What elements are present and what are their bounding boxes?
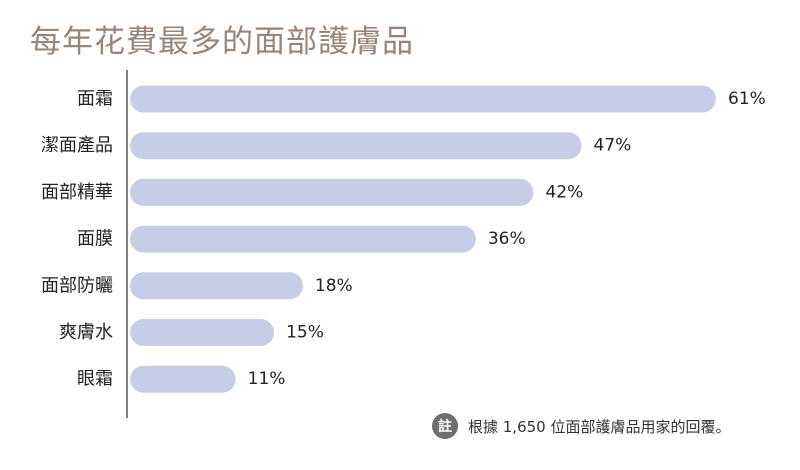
category-label-3: 面膜 xyxy=(77,229,113,250)
category-label-2: 面部精華 xyxy=(41,182,113,203)
note-badge: 註 xyxy=(432,413,458,439)
category-label-0: 面霜 xyxy=(77,89,113,110)
category-label-4: 面部防曬 xyxy=(41,275,113,296)
value-label-0: 61% xyxy=(728,89,766,109)
bar-5 xyxy=(130,319,275,346)
value-label-3: 36% xyxy=(488,229,526,249)
value-label-4: 18% xyxy=(315,276,353,296)
category-label-1: 潔面產品 xyxy=(41,135,113,156)
chart-title: 每年花費最多的面部護膚品 xyxy=(30,24,414,60)
note-text: 根據 1,650 位面部護膚品用家的回覆。 xyxy=(468,417,731,436)
footnote: 註 根據 1,650 位面部護膚品用家的回覆。 xyxy=(432,413,730,439)
bar-4 xyxy=(130,272,303,300)
bar-6 xyxy=(130,365,236,393)
category-label-6: 眼霜 xyxy=(77,369,113,390)
bar-1 xyxy=(130,132,582,160)
value-label-1: 47% xyxy=(594,136,632,156)
value-label-2: 42% xyxy=(545,182,583,202)
bar-2 xyxy=(130,178,534,206)
value-label-6: 11% xyxy=(248,369,286,389)
category-label-5: 爽膚水 xyxy=(59,322,113,343)
bar-3 xyxy=(130,225,476,253)
bar-0 xyxy=(130,85,716,113)
value-label-5: 15% xyxy=(286,323,324,343)
